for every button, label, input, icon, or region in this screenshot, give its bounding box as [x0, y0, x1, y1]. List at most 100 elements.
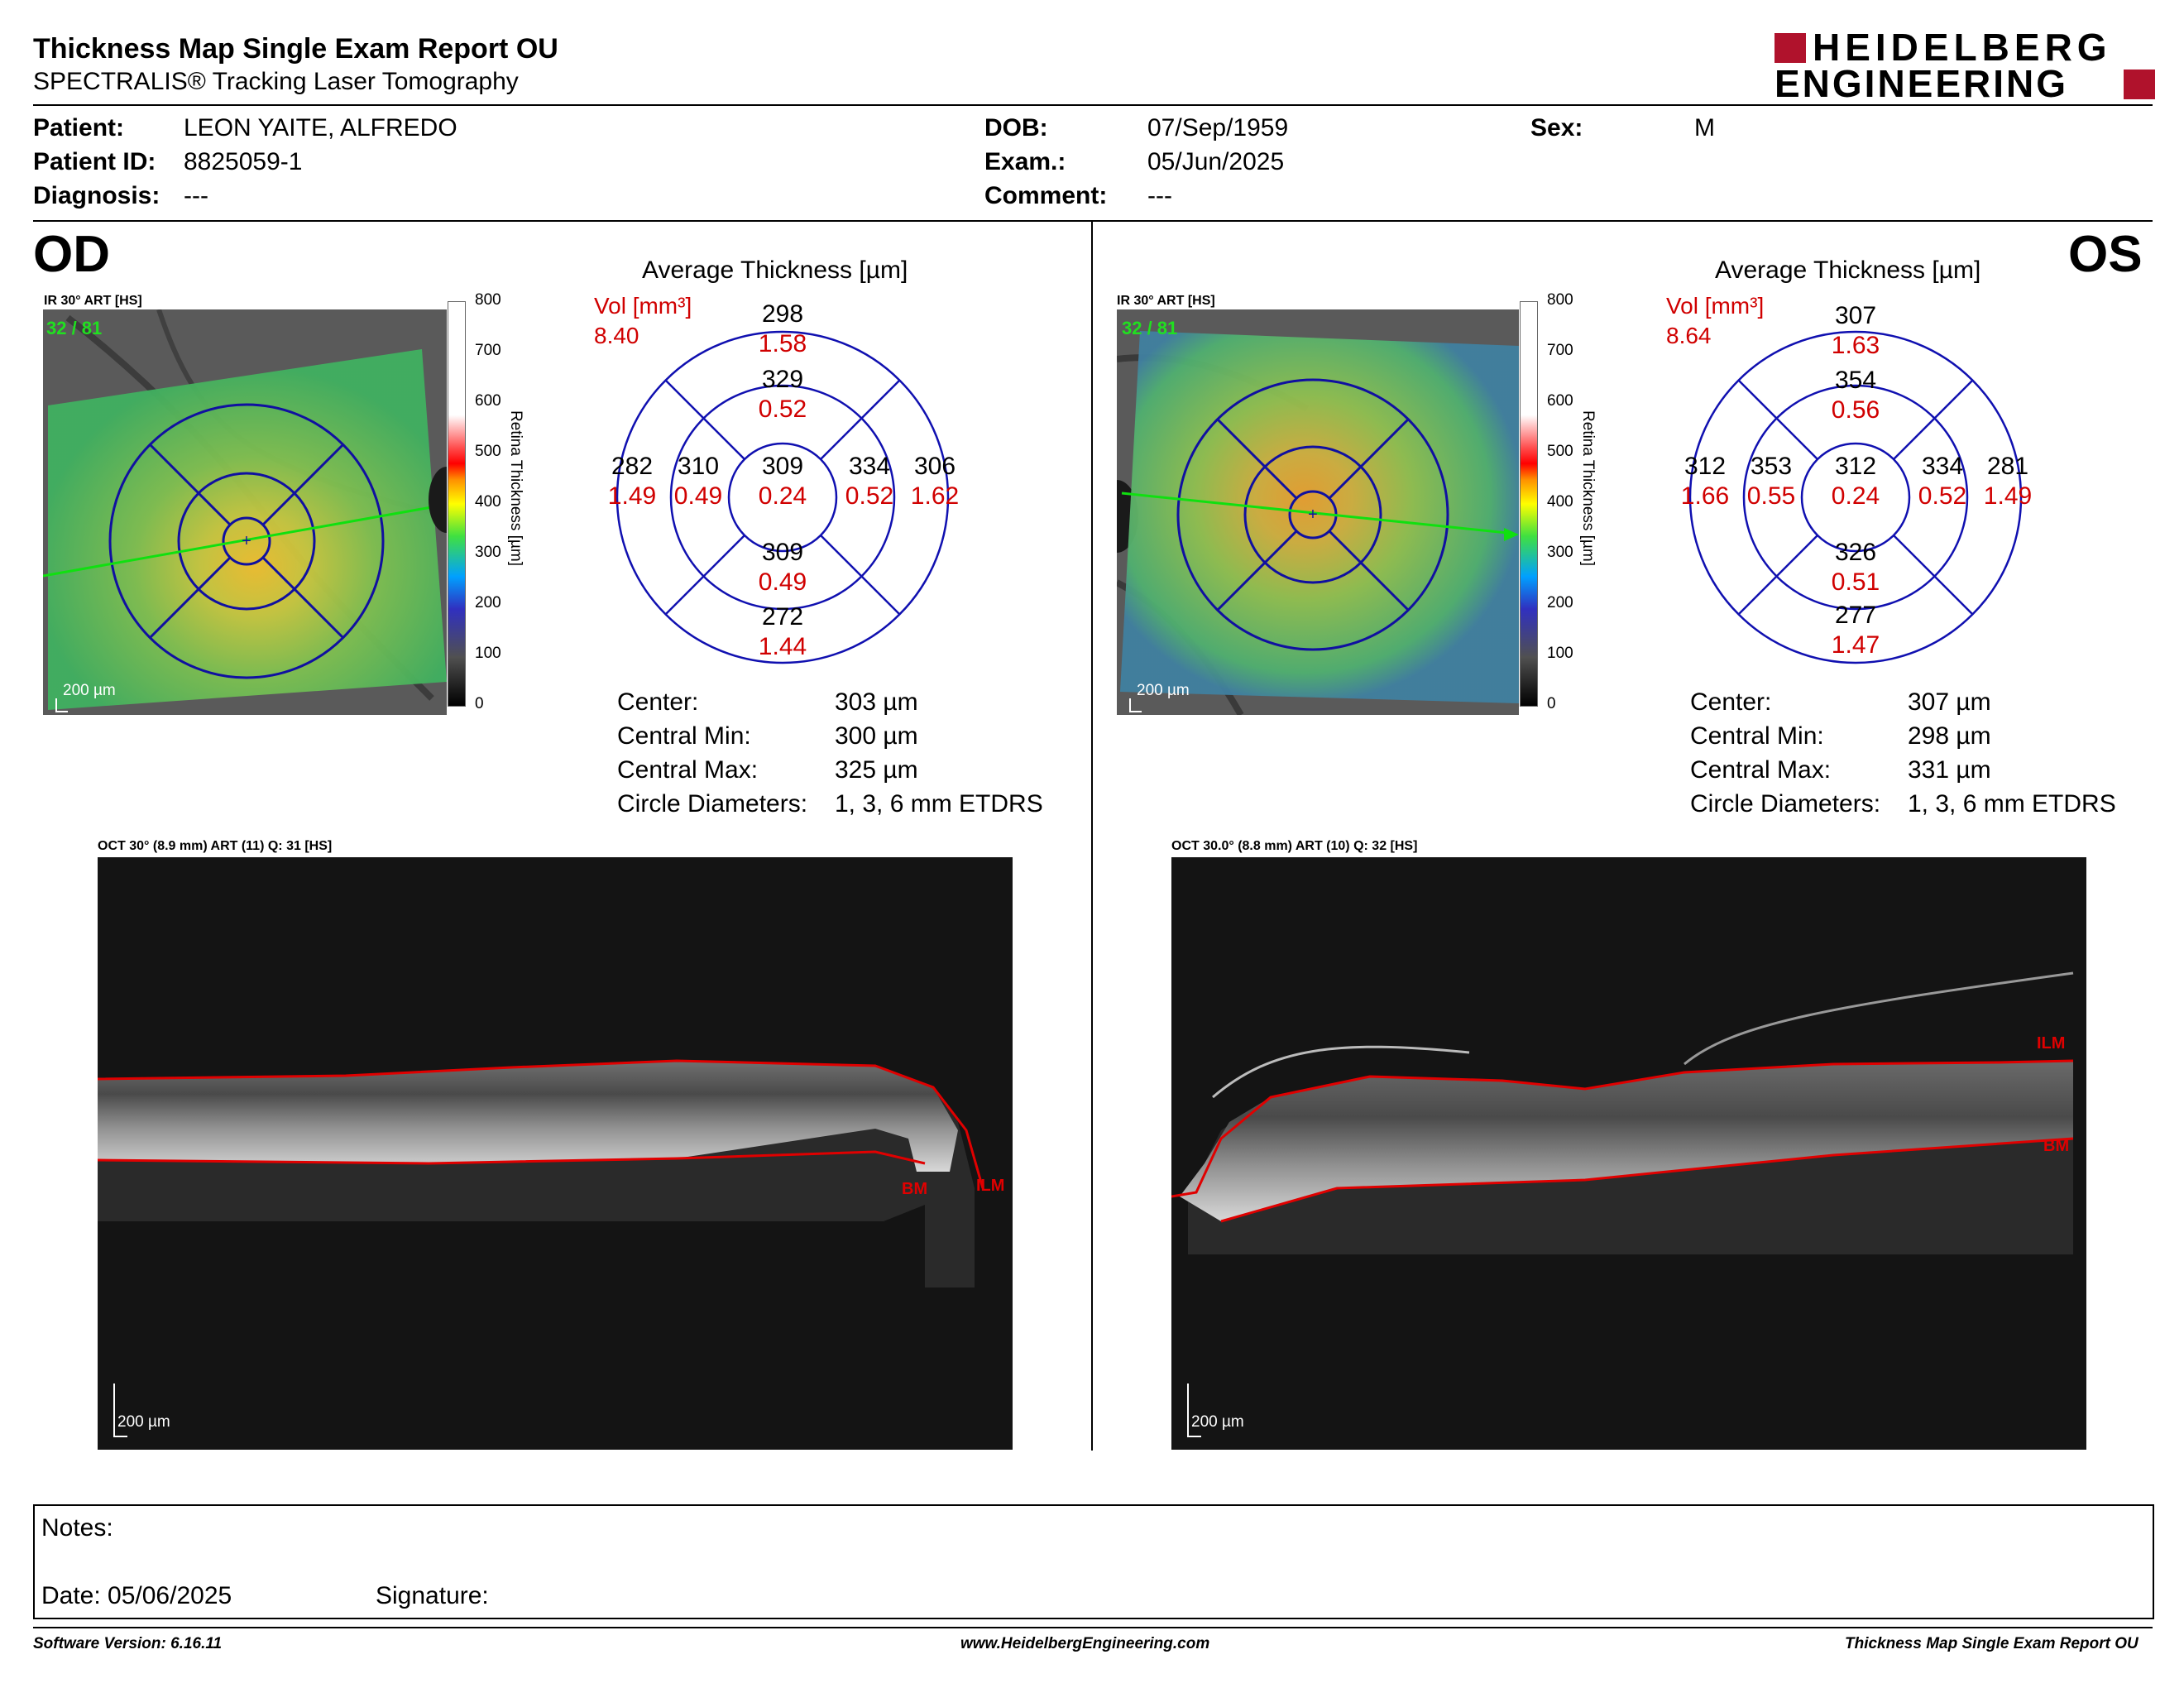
date-label: Date: 05/06/2025: [41, 1582, 232, 1609]
eye-label-od: OD: [33, 226, 110, 283]
os-oct-bscan: ILM BM 200 µm: [1171, 857, 2086, 1450]
od-avg-title: Average Thickness [µm]: [642, 257, 908, 284]
os-cbar-tick-600: 600: [1547, 392, 1573, 410]
od-min-label: Central Min:: [617, 722, 751, 750]
od-art-count: 32 / 81: [46, 318, 103, 338]
od-sector-outer-superior: 298 1.58: [758, 300, 807, 357]
header-rule: [33, 104, 2153, 106]
notes-box[interactable]: Notes: Date: 05/06/2025 Signature:: [33, 1504, 2154, 1619]
os-center-label: Center:: [1690, 688, 1772, 716]
od-min-value: 300 µm: [835, 722, 918, 750]
os-sector-outer-nasal: 281 1.49: [1983, 453, 2033, 510]
dob-label: DOB:: [984, 114, 1048, 141]
od-cbar-tick-300: 300: [475, 544, 501, 561]
os-min-value: 298 µm: [1908, 722, 1991, 750]
od-etdrs-grid: [615, 330, 950, 664]
os-cbar-tick-700: 700: [1547, 342, 1573, 359]
od-sector-outer-temporal: 282 1.49: [607, 453, 657, 510]
exam-value: 05/Jun/2025: [1147, 148, 1285, 175]
patient-name: LEON YAITE, ALFREDO: [184, 114, 457, 141]
os-max-label: Central Max:: [1690, 756, 1832, 784]
os-ir-caption: IR 30° ART [HS]: [1117, 294, 1215, 308]
os-map-scale: 200 µm: [1137, 682, 1190, 699]
od-sector-inner-nasal: 334 0.52: [845, 453, 894, 510]
notes-label: Notes:: [41, 1514, 113, 1542]
od-sector-outer-inferior: 272 1.44: [758, 603, 807, 660]
dob-value: 07/Sep/1959: [1147, 114, 1289, 141]
patient-rule: [33, 220, 2153, 222]
os-sector-outer-inferior: 277 1.47: [1831, 602, 1880, 659]
od-cbar-tick-400: 400: [475, 493, 501, 511]
os-fundus-thickness-map: + 32 / 81 200 µm: [1117, 309, 1519, 715]
os-avg-title: Average Thickness [µm]: [1715, 257, 1981, 284]
exam-label: Exam.:: [984, 148, 1066, 175]
os-diam-value: 1, 3, 6 mm ETDRS: [1908, 790, 2116, 818]
od-cbar-tick-600: 600: [475, 392, 501, 410]
footer-report: Thickness Map Single Exam Report OU: [1845, 1635, 2138, 1652]
os-cbar-tick-500: 500: [1547, 443, 1573, 460]
sex-value: M: [1694, 114, 1715, 141]
os-cbar-tick-200: 200: [1547, 594, 1573, 611]
os-oct-caption: OCT 30.0° (8.8 mm) ART (10) Q: 32 [HS]: [1171, 839, 1418, 853]
os-sector-inner-superior: 354 0.56: [1831, 367, 1880, 424]
od-diam-value: 1, 3, 6 mm ETDRS: [835, 790, 1043, 818]
os-sector-inner-temporal: 353 0.55: [1746, 453, 1796, 510]
footer-rule: [33, 1627, 2153, 1628]
os-sector-inner-nasal: 334 0.52: [1918, 453, 1967, 510]
os-cbar-tick-100: 100: [1547, 645, 1573, 662]
logo-line1: HEIDELBERG: [1813, 26, 2112, 69]
os-cbar-tick-0: 0: [1547, 695, 1556, 712]
eye-label-os: OS: [2068, 226, 2143, 283]
patient-id: 8825059-1: [184, 148, 303, 175]
report-subtitle: SPECTRALIS® Tracking Laser Tomography: [33, 68, 519, 95]
od-cbar-tick-500: 500: [475, 443, 501, 460]
patient-label: Patient:: [33, 114, 125, 141]
os-cbar-title: Retina Thickness [µm]: [1579, 410, 1597, 566]
os-sector-center: 312 0.24: [1831, 453, 1880, 510]
od-cbar-tick-700: 700: [475, 342, 501, 359]
od-cbar-tick-100: 100: [475, 645, 501, 662]
footer-software: Software Version: 6.16.11: [33, 1635, 223, 1652]
patient-id-label: Patient ID:: [33, 148, 156, 175]
od-vol-label: Vol [mm³]: [594, 293, 692, 319]
footer-website[interactable]: www.HeidelbergEngineering.com: [960, 1635, 1210, 1652]
os-bm-label: BM: [2043, 1137, 2070, 1155]
signature-label: Signature:: [376, 1582, 489, 1609]
os-colorbar: [1520, 301, 1538, 707]
center-divider: [1091, 222, 1093, 1451]
os-oct-scale: 200 µm: [1191, 1413, 1244, 1431]
od-sector-center: 309 0.24: [758, 453, 807, 510]
report-title: Thickness Map Single Exam Report OU: [33, 33, 558, 65]
od-colorbar: [448, 301, 466, 707]
os-sector-outer-temporal: 312 1.66: [1680, 453, 1730, 510]
os-art-count: 32 / 81: [1122, 318, 1178, 338]
od-ilm-label: ILM: [976, 1177, 1005, 1195]
comment-value: ---: [1147, 182, 1172, 209]
os-cbar-tick-300: 300: [1547, 544, 1573, 561]
od-max-label: Central Max:: [617, 756, 759, 784]
od-ir-caption: IR 30° ART [HS]: [44, 294, 142, 308]
od-max-value: 325 µm: [835, 756, 918, 784]
diagnosis-label: Diagnosis:: [33, 182, 160, 209]
od-cbar-tick-0: 0: [475, 695, 484, 712]
od-diam-label: Circle Diameters:: [617, 790, 808, 818]
heidelberg-logo: HEIDELBERG ENGINEERING: [1774, 26, 2155, 103]
od-sector-inner-inferior: 309 0.49: [758, 539, 807, 596]
od-map-scale: 200 µm: [63, 682, 116, 699]
os-vol-label: Vol [mm³]: [1666, 293, 1765, 319]
os-diam-label: Circle Diameters:: [1690, 790, 1881, 818]
os-sector-outer-superior: 307 1.63: [1831, 302, 1880, 359]
od-oct-scale: 200 µm: [117, 1413, 170, 1431]
od-oct-caption: OCT 30° (8.9 mm) ART (11) Q: 31 [HS]: [98, 839, 333, 853]
od-cbar-tick-800: 800: [475, 291, 501, 309]
od-bm-label: BM: [902, 1180, 928, 1198]
od-vol-value: 8.40: [594, 323, 639, 348]
od-sector-inner-temporal: 310 0.49: [673, 453, 723, 510]
od-center-label: Center:: [617, 688, 699, 716]
os-center-value: 307 µm: [1908, 688, 1991, 716]
od-sector-inner-superior: 329 0.52: [758, 366, 807, 423]
svg-text:+: +: [242, 532, 251, 550]
od-fundus-thickness-map: + 32 / 81 200 µm: [43, 309, 447, 715]
od-center-value: 303 µm: [835, 688, 918, 716]
comment-label: Comment:: [984, 182, 1108, 209]
